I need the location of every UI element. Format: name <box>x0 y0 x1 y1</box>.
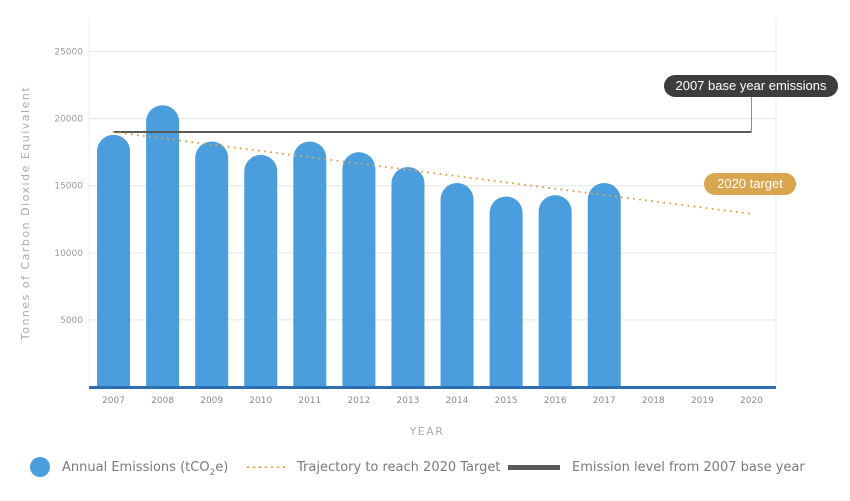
bar-2007 <box>97 134 131 387</box>
x-tick-label: 2019 <box>691 396 714 406</box>
legend-swatch-solid <box>508 464 560 470</box>
legend-label-annual: Annual Emissions (tCO2e) <box>62 459 229 478</box>
bar-2012 <box>342 152 376 387</box>
x-tick-label: 2017 <box>593 396 616 406</box>
x-tick-label: 2012 <box>347 396 370 406</box>
y-axis-title: Tonnes of Carbon Dioxide Equivalent <box>19 86 32 341</box>
reference-lines <box>112 131 753 215</box>
x-tick-label: 2009 <box>200 396 223 406</box>
x-tick-label: 2013 <box>397 396 420 406</box>
x-axis-line <box>89 386 776 389</box>
bar-2017 <box>587 183 621 387</box>
x-tick-label: 2010 <box>249 396 272 406</box>
x-tick-label: 2011 <box>298 396 321 406</box>
target-callout-label: 2020 target <box>717 176 783 191</box>
legend-swatch-dotted <box>245 466 285 468</box>
callouts: 2007 base year emissions 2020 target <box>664 75 838 195</box>
bar-2016 <box>538 195 572 387</box>
x-axis-title: YEAR <box>409 425 445 438</box>
x-tick-label: 2008 <box>151 396 174 406</box>
y-tick-label: 15000 <box>54 182 83 192</box>
x-tick-label: 2018 <box>642 396 665 406</box>
x-tick-label: 2007 <box>102 396 125 406</box>
x-tick-label: 2015 <box>495 396 518 406</box>
grid-lines <box>88 18 777 387</box>
y-tick-label: 10000 <box>54 249 83 259</box>
bar-2009 <box>195 141 229 387</box>
legend-swatch-bar <box>30 457 50 477</box>
legend-label-annual-main: Annual Emissions (tCO <box>62 459 210 475</box>
legend-label-trajectory: Trajectory to reach 2020 Target <box>297 459 501 475</box>
target-callout-box <box>704 173 796 195</box>
bar-2008 <box>146 105 180 387</box>
bar-2013 <box>391 166 425 387</box>
x-tick-label: 2020 <box>740 396 763 406</box>
x-tick-label: 2014 <box>446 396 469 406</box>
y-tick-label: 5000 <box>60 316 83 326</box>
y-tick-label: 20000 <box>54 115 83 125</box>
bar-2014 <box>440 183 474 387</box>
trajectory-line <box>112 131 753 215</box>
y-tick-label: 25000 <box>54 48 83 58</box>
legend-item-base: Emission level from 2007 base year <box>508 452 805 482</box>
legend-label-annual-end: e) <box>215 459 229 475</box>
legend-item-annual: Annual Emissions (tCO2e) <box>30 452 228 482</box>
legend: Annual Emissions (tCO2e) Trajectory to r… <box>0 452 850 482</box>
base-year-callout-label: 2007 base year emissions <box>675 78 827 93</box>
legend-item-trajectory: Trajectory to reach 2020 Target <box>245 452 500 482</box>
x-axis-ticks: 2007 2008 2009 2010 2011 2012 2013 2014 2015 2016… <box>102 396 763 406</box>
y-axis-ticks: 5000 10000 15000 20000 25000 <box>54 48 83 326</box>
x-tick-label: 2016 <box>544 396 567 406</box>
legend-label-base: Emission level from 2007 base year <box>572 459 805 475</box>
bars <box>97 105 621 387</box>
base-year-callout-box <box>664 75 838 97</box>
bar-2015 <box>489 196 523 387</box>
legend-label-annual-sub: 2 <box>209 467 216 478</box>
bar-2011 <box>293 141 327 387</box>
bar-2010 <box>244 154 278 387</box>
